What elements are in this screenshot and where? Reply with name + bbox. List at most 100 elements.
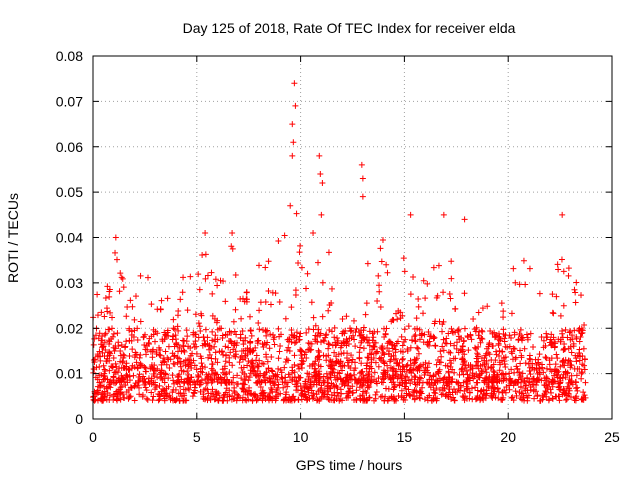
data-point <box>477 339 484 346</box>
data-point <box>440 211 447 218</box>
data-point <box>137 352 144 359</box>
data-point <box>247 367 254 374</box>
data-point <box>517 360 524 367</box>
data-point <box>219 335 226 342</box>
data-point <box>243 397 250 404</box>
data-point <box>148 363 155 370</box>
data-point <box>150 393 157 400</box>
data-point <box>181 397 188 404</box>
data-point <box>349 389 356 396</box>
data-point <box>486 351 493 358</box>
data-point <box>377 245 384 252</box>
data-point <box>421 396 428 403</box>
y-tick-label: 0.01 <box>56 366 83 382</box>
data-point <box>520 257 527 264</box>
data-point <box>190 331 197 338</box>
data-point <box>476 328 483 335</box>
data-point <box>525 378 532 385</box>
data-point <box>426 392 433 399</box>
data-point <box>305 346 312 353</box>
data-point <box>578 292 585 299</box>
data-point <box>185 377 192 384</box>
y-tick-label: 0.04 <box>56 230 83 246</box>
data-point <box>350 317 357 324</box>
data-point <box>452 388 459 395</box>
data-point <box>521 378 528 385</box>
data-point <box>95 335 102 342</box>
data-point <box>415 296 422 303</box>
data-point <box>381 397 388 404</box>
data-point <box>334 384 341 391</box>
data-point <box>420 310 427 317</box>
data-point <box>196 323 203 330</box>
data-point <box>310 229 317 236</box>
data-point <box>402 383 409 390</box>
data-point <box>518 335 525 342</box>
data-point <box>483 381 490 388</box>
data-point <box>288 326 295 333</box>
data-point <box>518 354 525 361</box>
data-point <box>144 346 151 353</box>
data-point <box>315 388 322 395</box>
data-point <box>247 390 254 397</box>
data-point <box>465 347 472 354</box>
data-point <box>547 336 554 343</box>
data-point <box>135 379 142 386</box>
data-point <box>404 361 411 368</box>
data-point <box>268 385 275 392</box>
data-point <box>440 347 447 354</box>
data-point <box>490 368 497 375</box>
data-point <box>102 330 109 337</box>
data-point <box>571 365 578 372</box>
data-point <box>522 387 529 394</box>
data-point <box>188 365 195 372</box>
data-point <box>353 325 360 332</box>
data-point <box>261 392 268 399</box>
data-point <box>379 237 386 244</box>
data-point <box>192 338 199 345</box>
data-point <box>119 275 126 282</box>
data-point <box>352 376 359 383</box>
data-point <box>485 349 492 356</box>
data-point <box>435 262 442 269</box>
data-point <box>271 341 278 348</box>
data-point <box>114 391 121 398</box>
data-point <box>268 353 275 360</box>
data-point <box>400 255 407 262</box>
data-point <box>220 278 227 285</box>
data-point <box>247 327 254 334</box>
data-point <box>200 395 207 402</box>
data-point <box>390 386 397 393</box>
data-point <box>216 348 223 355</box>
data-point <box>198 377 205 384</box>
data-point <box>164 295 171 302</box>
data-point <box>157 306 164 313</box>
data-point <box>501 387 508 394</box>
data-point <box>465 362 472 369</box>
data-point <box>253 352 260 359</box>
data-point <box>246 374 253 381</box>
data-point <box>112 343 119 350</box>
data-point <box>325 388 332 395</box>
data-point <box>120 284 127 291</box>
data-point <box>173 379 180 386</box>
data-point <box>378 344 385 351</box>
data-point <box>211 343 218 350</box>
data-point <box>496 367 503 374</box>
data-point <box>106 338 113 345</box>
data-point <box>336 370 343 377</box>
data-point <box>382 385 389 392</box>
data-point <box>237 331 244 338</box>
data-point <box>170 316 177 323</box>
data-point <box>461 290 468 297</box>
data-point <box>424 397 431 404</box>
data-point <box>415 303 422 310</box>
data-point <box>509 394 516 401</box>
data-point <box>120 378 127 385</box>
data-point <box>276 348 283 355</box>
data-point <box>136 391 143 398</box>
data-point <box>513 392 520 399</box>
data-point <box>417 395 424 402</box>
data-point <box>293 210 300 217</box>
data-point <box>377 356 384 363</box>
